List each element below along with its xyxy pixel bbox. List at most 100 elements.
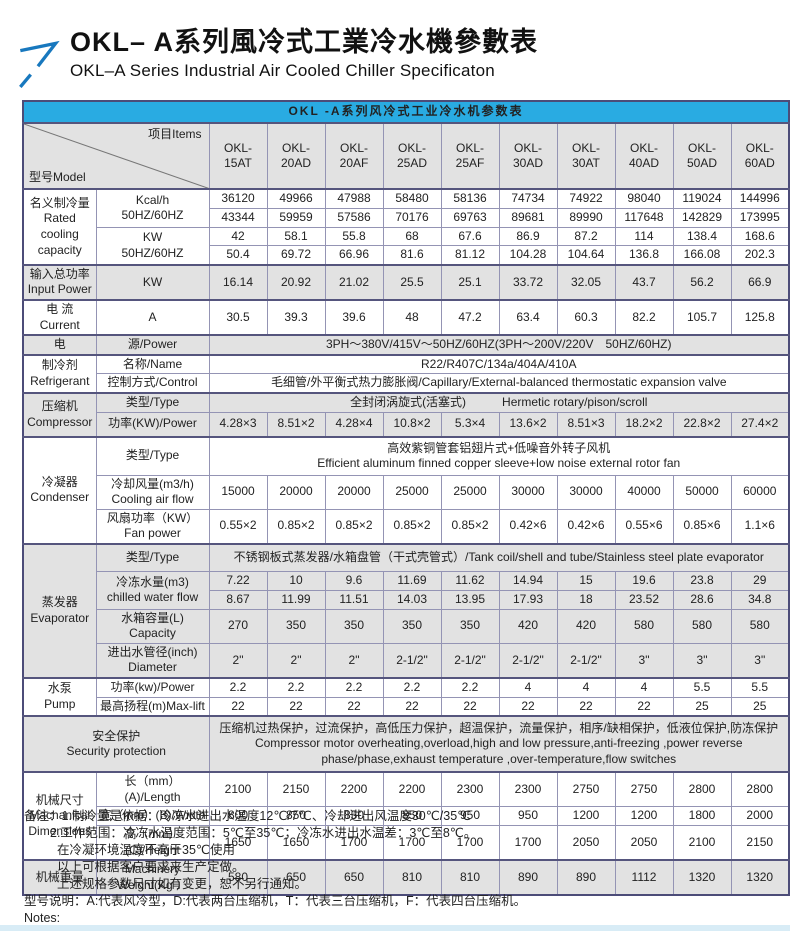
value-cell: OKL- 20AD — [266, 121, 326, 190]
value-cell: 2300 — [440, 771, 500, 808]
dimension-length-row: 机械尺寸 Machanical Dimensions 长（mm）(A)/Leng… — [22, 771, 790, 861]
value-cell: 34.8 — [730, 589, 790, 610]
value-cell: 18.2×2 — [614, 411, 674, 438]
value-cell: 1650 — [208, 824, 268, 861]
rated-kw-50hz-row: KW 50HZ/60HZ 42 58.1 55.8 68 67.6 86.9 87.2 114… — [23, 226, 790, 266]
value-cell: 650 — [266, 859, 326, 896]
corner-model-label: 型号Model — [29, 169, 86, 184]
value-cell: 25000 — [440, 474, 500, 510]
value-cell: 2-1/2" — [556, 642, 616, 679]
value-cell: 89990 — [556, 207, 616, 228]
value-cell: 270 — [208, 608, 268, 644]
note-line: Notes: — [24, 911, 61, 925]
rated-kcal-label: Kcal/h 50HZ/60HZ — [95, 188, 210, 228]
value-cell: 2.2 — [266, 676, 326, 698]
value-cell: 136.8 — [614, 245, 674, 266]
evaporator-water-label: 冷冻水量(m3) chilled water flow — [95, 571, 210, 610]
value-cell: 10.8×2 — [382, 411, 442, 438]
value-cell: 2200 — [324, 771, 384, 808]
value-cell: 67.6 — [440, 226, 500, 247]
value-cell: 1700 — [324, 824, 384, 861]
value-cell: 3" — [614, 642, 674, 679]
evaporator-type-row: 蒸发器 Evaporator 类型/Type 不锈钢板式蒸发器/水箱盘管（干式壳… — [22, 542, 790, 679]
value-cell: 58480 — [382, 188, 442, 209]
rated-kw-label: KW 50HZ/60HZ — [95, 226, 210, 266]
value-cell: 22 — [208, 696, 268, 717]
value-cell: 2.2 — [208, 676, 268, 698]
value-cell: 48 — [382, 298, 442, 336]
value-cell: 10 — [266, 571, 326, 591]
value-cell: 22 — [382, 696, 442, 717]
value-cell: 0.85×2 — [382, 508, 442, 545]
pump-power-label: 功率(kw)/Power — [95, 676, 210, 698]
current-unit: A — [95, 298, 210, 336]
security-value: 压缩机过热保护，过流保护，高低压力保护，超温保护，流量保护，相序/缺相保护，低液… — [208, 715, 790, 773]
value-cell: 82.2 — [614, 298, 674, 336]
value-cell: 21.02 — [324, 263, 384, 301]
value-cell: 2-1/2" — [498, 642, 558, 679]
value-cell: 33.72 — [498, 263, 558, 301]
condenser-fan-row: 风扇功率（KW） Fan power 0.55×2 0.85×2 0.85×2 0.8… — [23, 508, 790, 545]
value-cell: 17.93 — [498, 589, 558, 610]
value-cell: 104.64 — [556, 245, 616, 266]
diagonal-divider — [24, 124, 209, 188]
value-cell: 1.1×6 — [730, 508, 790, 545]
value-cell: 30.5 — [208, 298, 268, 336]
value-cell: 98040 — [614, 188, 674, 209]
value-cell: 2200 — [382, 771, 442, 808]
table-banner-title: OKL -A系列风冷式工业冷水机参数表 — [22, 100, 790, 124]
current-label: 电 流 Current — [22, 298, 97, 336]
refrigerant-control-value: 毛细管/外平衡式热力膨胀阀/Capillary/External-balance… — [208, 373, 790, 394]
value-cell: 27.4×2 — [730, 411, 790, 438]
value-cell: 22 — [440, 696, 500, 717]
value-cell: 39.3 — [266, 298, 326, 336]
value-cell: 173995 — [730, 207, 790, 228]
value-cell: 119024 — [672, 188, 732, 209]
value-cell: 40000 — [614, 474, 674, 510]
condenser-type-value: 高效紫铜管套铝翅片式+低噪音外转子风机 Efficient aluminum f… — [208, 436, 790, 476]
value-cell: 22 — [266, 696, 326, 717]
rated-kw-60hz-row: 50.4 69.72 66.96 81.6 81.12 104.28 104.64 136.8… — [23, 245, 790, 266]
value-cell: 1112 — [614, 859, 674, 896]
condenser-airflow-row: 冷却风量(m3/h) Cooling air flow 15000 20000 20… — [23, 474, 790, 510]
value-cell: 3" — [730, 642, 790, 679]
weight-item-label: Machinery Weight(Kg ） — [95, 859, 210, 896]
value-cell: 0.55×2 — [208, 508, 268, 545]
evaporator-type-label: 类型/Type — [95, 542, 210, 573]
evaporator-group-label: 蒸发器 Evaporator — [22, 542, 97, 679]
value-cell: 29 — [730, 571, 790, 591]
pump-power-row: 水泵 Pump 功率(kw)/Power 2.2 2.2 2.2 2.2 2.2 4 4 4 5… — [22, 676, 790, 717]
arrow-up-right-icon — [19, 40, 60, 88]
note-line: 在冷凝环境温度不高于35℃使用 — [57, 843, 235, 857]
value-cell: 55.8 — [324, 226, 384, 247]
compressor-type-label: 类型/Type — [95, 391, 210, 413]
value-cell: 87.2 — [556, 226, 616, 247]
value-cell: 11.69 — [382, 571, 442, 591]
value-cell: 142829 — [672, 207, 732, 228]
refrigerant-control-row: 控制方式/Control 毛细管/外平衡式热力膨胀阀/Capillary/Ext… — [23, 373, 790, 394]
compressor-type-value: 全封闭涡旋式(活塞式) Hermetic rotary/pison/scroll — [208, 391, 790, 413]
value-cell: 18 — [556, 589, 616, 610]
value-cell: 138.4 — [672, 226, 732, 247]
value-cell: 50000 — [672, 474, 732, 510]
value-cell: 13.95 — [440, 589, 500, 610]
value-cell: 22.8×2 — [672, 411, 732, 438]
value-cell: 19.6 — [614, 571, 674, 591]
value-cell: 16.14 — [208, 263, 268, 301]
value-cell: 22 — [614, 696, 674, 717]
pump-lift-label: 最高扬程(m)Max-lift — [95, 696, 210, 717]
value-cell: 47988 — [324, 188, 384, 209]
value-cell: 1320 — [730, 859, 790, 896]
document-header: OKL– A系列風冷式工業冷水機參數表 OKL–A Series Industr… — [16, 26, 538, 88]
value-cell: OKL- 30AT — [556, 121, 616, 190]
value-cell: 2300 — [498, 771, 558, 808]
value-cell: 30000 — [498, 474, 558, 510]
value-cell: 25000 — [382, 474, 442, 510]
value-cell: 0.42×6 — [498, 508, 558, 545]
value-cell: 14.03 — [382, 589, 442, 610]
value-cell: 4 — [498, 676, 558, 698]
value-cell: 166.08 — [672, 245, 732, 266]
value-cell: 5.3×4 — [440, 411, 500, 438]
value-cell: 23.52 — [614, 589, 674, 610]
value-cell: 168.6 — [730, 226, 790, 247]
